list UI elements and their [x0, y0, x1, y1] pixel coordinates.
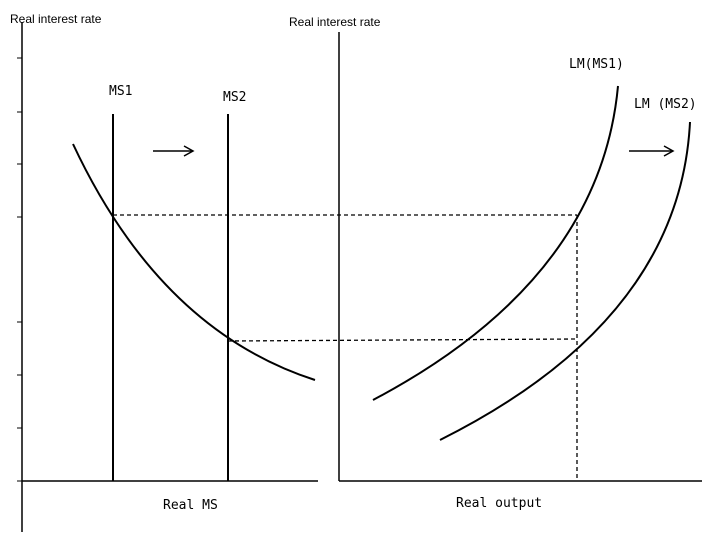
money-demand-curve [72, 143, 316, 381]
equilibrium-connectors [113, 214, 578, 481]
right-x-axis-label: Real output [456, 496, 542, 511]
ms-shift-arrow [153, 145, 195, 157]
lm-ms1-curve [372, 85, 619, 401]
ms1-label: MS1 [109, 84, 132, 99]
right-panel: Real interest rate Real output LM(MS1) L… [289, 15, 702, 511]
left-y-axis-ticks [17, 57, 22, 482]
lm-ms2-label: LM (MS2) [634, 97, 697, 112]
lm-ms2-curve [439, 121, 691, 441]
lm-ms1-label: LM(MS1) [569, 57, 624, 72]
ms2-label: MS2 [223, 90, 246, 105]
lm-shift-arrow [629, 145, 675, 157]
right-y-axis-label: Real interest rate [289, 15, 381, 29]
left-panel: Real interest rate Real MS MS1 MS2 [10, 12, 318, 532]
left-y-axis-label: Real interest rate [10, 12, 102, 26]
left-x-axis-label: Real MS [163, 498, 218, 513]
dashed-line-low-rate [227, 338, 578, 342]
